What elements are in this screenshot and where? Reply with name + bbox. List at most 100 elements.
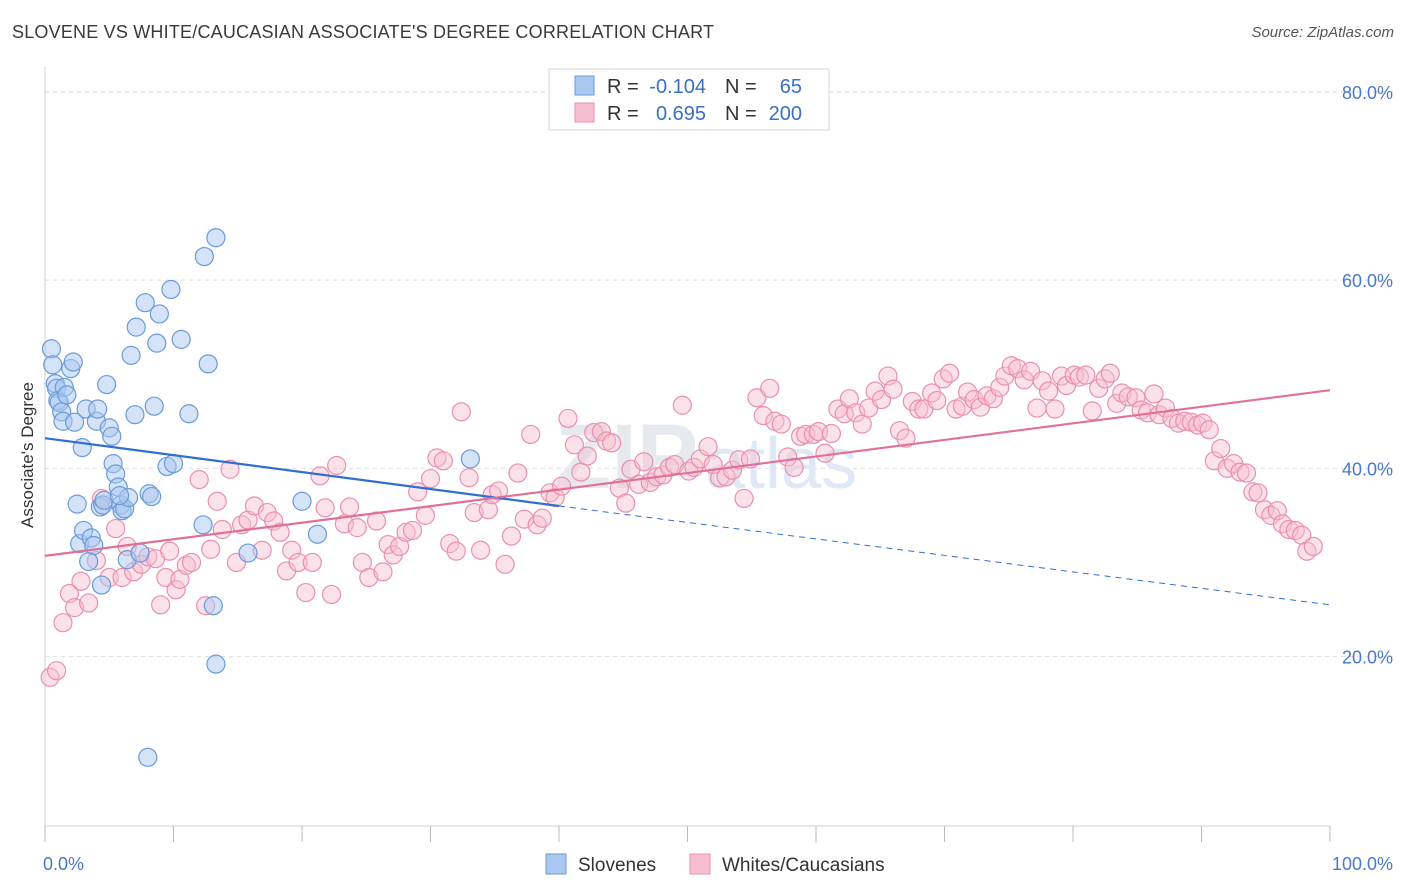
series-whites-caucasians	[40, 356, 1323, 687]
data-point-whites-caucasians	[420, 469, 441, 489]
data-point-slovenes	[88, 399, 108, 419]
data-point-whites-caucasians	[1107, 393, 1127, 413]
data-point-whites-caucasians	[495, 554, 515, 574]
data-point-whites-caucasians	[909, 399, 929, 419]
legend-n-label-1: N =	[725, 76, 757, 98]
data-point-slovenes	[206, 654, 226, 674]
x-tick-label: 0.0%	[43, 854, 84, 874]
legend-swatch-slovenes	[574, 75, 595, 96]
data-point-slovenes	[135, 293, 155, 313]
data-point-whites-caucasians	[1199, 420, 1219, 440]
data-point-slovenes	[460, 449, 480, 469]
data-point-slovenes	[97, 374, 117, 395]
data-point-whites-caucasians	[1045, 399, 1065, 419]
data-point-whites-caucasians	[501, 526, 522, 546]
data-point-whites-caucasians	[990, 377, 1010, 397]
chart-title: SLOVENE VS WHITE/CAUCASIAN ASSOCIATE'S D…	[12, 22, 715, 42]
axes	[44, 67, 1331, 842]
data-point-whites-caucasians	[321, 584, 342, 605]
data-point-whites-caucasians	[489, 481, 509, 501]
data-point-whites-caucasians	[1082, 401, 1102, 421]
data-point-slovenes	[307, 524, 328, 544]
data-point-whites-caucasians	[478, 500, 498, 520]
data-point-whites-caucasians	[170, 569, 190, 589]
data-point-whites-caucasians	[181, 552, 202, 573]
data-point-whites-caucasians	[753, 406, 773, 426]
legend-n-value-1: 65	[780, 76, 802, 98]
watermark: ZIP atlas	[555, 406, 857, 508]
legend-r-label-1: R =	[607, 76, 639, 98]
data-point-whites-caucasians	[771, 414, 791, 434]
data-point-slovenes	[126, 317, 146, 337]
data-point-whites-caucasians	[1248, 483, 1268, 503]
data-point-whites-caucasians	[852, 414, 872, 434]
y-tick-label: 60.0%	[1342, 271, 1393, 291]
bottom-legend-swatch-whites	[689, 853, 711, 875]
data-point-whites-caucasians	[1303, 536, 1323, 557]
y-tick-label: 80.0%	[1342, 83, 1393, 103]
data-point-slovenes	[109, 486, 130, 506]
data-point-slovenes	[194, 246, 214, 267]
series-legend: Slovenes Whites/Caucasians	[545, 853, 885, 876]
trend-line-whites-caucasians	[44, 389, 1331, 557]
legend-n-value-2: 200	[769, 103, 802, 125]
data-point-whites-caucasians	[1144, 384, 1164, 404]
data-point-whites-caucasians	[451, 402, 471, 422]
data-point-whites-caucasians	[521, 424, 541, 445]
data-point-whites-caucasians	[665, 454, 685, 475]
data-point-whites-caucasians	[201, 539, 221, 559]
data-point-whites-caucasians	[940, 363, 960, 383]
data-point-whites-caucasians	[958, 382, 978, 402]
data-point-whites-caucasians	[71, 571, 91, 591]
data-point-slovenes	[161, 279, 181, 300]
legend-n-label-2: N =	[725, 103, 757, 125]
data-point-whites-caucasians	[433, 451, 453, 471]
data-point-slovenes	[121, 345, 141, 365]
data-point-whites-caucasians	[964, 390, 984, 410]
bottom-legend-swatch-slovenes	[545, 853, 567, 875]
data-point-slovenes	[206, 228, 226, 248]
data-point-whites-caucasians	[508, 463, 528, 483]
data-point-slovenes	[193, 515, 213, 535]
data-point-whites-caucasians	[1038, 381, 1059, 401]
data-point-whites-caucasians	[760, 378, 780, 398]
data-point-whites-caucasians	[402, 520, 423, 541]
data-point-slovenes	[102, 426, 122, 446]
data-point-slovenes	[43, 355, 63, 375]
data-point-whites-caucasians	[359, 567, 379, 588]
data-point-slovenes	[130, 543, 150, 563]
data-point-whites-caucasians	[634, 452, 654, 472]
data-point-whites-caucasians	[64, 598, 85, 618]
data-point-slovenes	[147, 333, 167, 353]
data-point-slovenes	[149, 304, 169, 324]
data-point-slovenes	[142, 486, 162, 507]
data-point-whites-caucasians	[79, 593, 99, 613]
data-point-slovenes	[125, 405, 145, 425]
data-point-slovenes	[163, 454, 184, 474]
data-point-whites-caucasians	[373, 562, 393, 582]
data-point-whites-caucasians	[288, 552, 308, 573]
data-point-whites-caucasians	[1095, 369, 1115, 389]
data-point-whites-caucasians	[112, 567, 132, 588]
data-point-whites-caucasians	[551, 476, 572, 496]
data-point-slovenes	[179, 404, 199, 424]
data-point-whites-caucasians	[927, 390, 947, 411]
data-point-whites-caucasians	[282, 540, 302, 560]
data-point-whites-caucasians	[212, 519, 232, 540]
data-point-whites-caucasians	[347, 518, 367, 538]
data-point-whites-caucasians	[527, 515, 547, 535]
trend-lines	[44, 389, 1331, 606]
data-point-whites-caucasians	[339, 497, 360, 517]
y-tick-label: 40.0%	[1342, 459, 1393, 479]
data-point-whites-caucasians	[1032, 371, 1052, 391]
data-point-whites-caucasians	[166, 580, 186, 600]
data-point-slovenes	[79, 551, 99, 572]
tick-labels: 20.0% 40.0% 60.0% 80.0% 0.0% 100.0%	[43, 83, 1393, 874]
data-point-slovenes	[238, 543, 258, 563]
data-point-slovenes	[63, 352, 83, 372]
data-point-whites-caucasians	[846, 403, 866, 423]
data-point-slovenes	[41, 339, 62, 359]
data-point-whites-caucasians	[440, 534, 460, 554]
data-point-slovenes	[203, 596, 223, 616]
trend-line-slovenes-extension	[558, 505, 1331, 606]
